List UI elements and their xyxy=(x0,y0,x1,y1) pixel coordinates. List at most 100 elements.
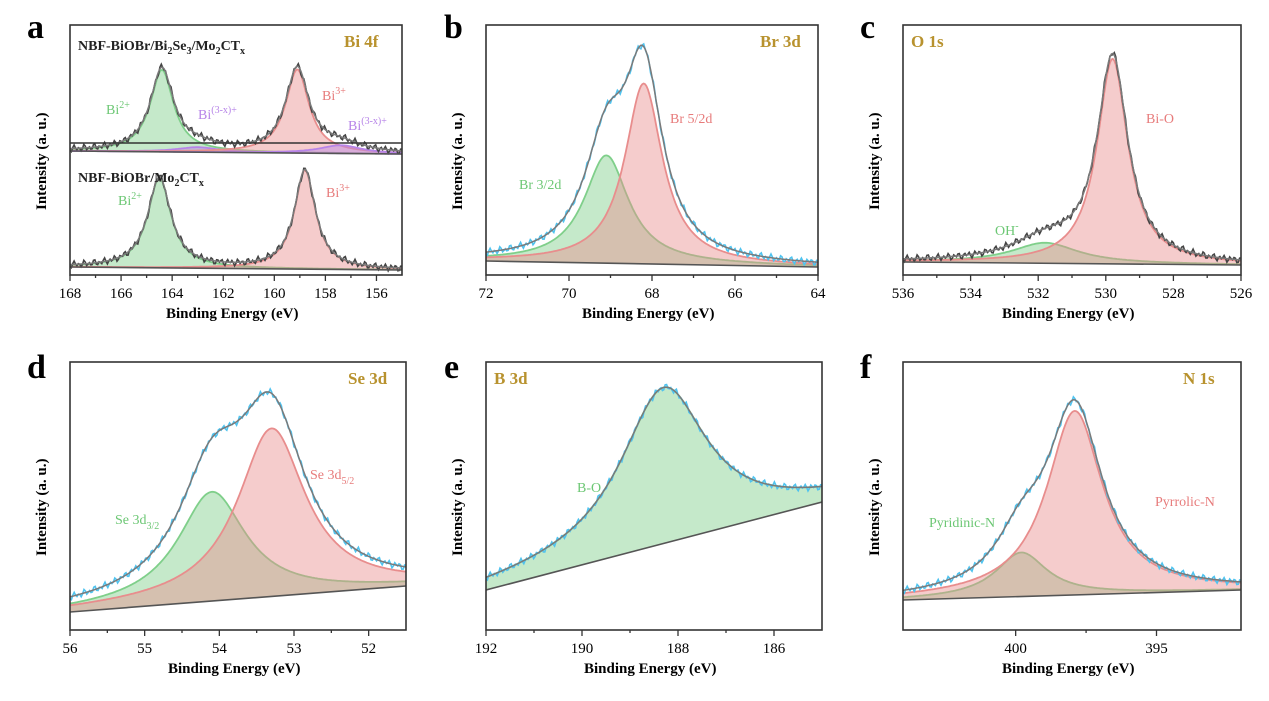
x-tick-label-a-3: 162 xyxy=(212,286,235,302)
panel-letter-e: e xyxy=(444,349,459,386)
peak-line-f-0 xyxy=(903,551,1241,599)
sample1-s3: 2 xyxy=(216,46,221,57)
peak-label-a1-text: Bi xyxy=(106,103,119,118)
y-axis-label-e: Intensity (a. u.) xyxy=(450,458,466,556)
peak-label-c1-sup: - xyxy=(1015,221,1018,232)
axes-frame-a xyxy=(69,24,403,276)
panel-title-c: O 1s xyxy=(911,32,944,51)
peak-label-a1-sup: 2+ xyxy=(119,100,130,111)
x-tick-label-f-0: 400 xyxy=(1004,641,1027,657)
sample2-s1: 2 xyxy=(174,178,179,189)
sample1-s4: x xyxy=(240,46,245,57)
x-axis-label-b: Binding Energy (eV) xyxy=(582,306,715,322)
sample2-p1: NBF-BiOBr/Mo xyxy=(78,171,174,186)
peak-label-f2: Pyrrolic-N xyxy=(1155,495,1215,510)
plot-area xyxy=(903,395,1241,601)
x-tick-label-a-0: 168 xyxy=(59,286,82,302)
panel-title-d: Se 3d xyxy=(348,369,388,388)
baseline-b xyxy=(486,260,818,268)
x-tick-label-a-4: 160 xyxy=(263,286,286,302)
peak-label-a5-sup: 2+ xyxy=(131,191,142,202)
plot-area xyxy=(70,61,402,273)
peak-label-a5: Bi2+ xyxy=(118,191,142,209)
peak-label-d2: Se 3d5/2 xyxy=(310,468,354,487)
peak-label-c1: OH- xyxy=(995,221,1019,239)
x-tick-label-b-0: 72 xyxy=(479,286,494,302)
panel-c: c OH- Bi-O 536 534 532 530 528 526 Binding Energy… xyxy=(860,9,1253,322)
peak-label-a3: Bi3+ xyxy=(322,86,346,104)
x-tick-label-c-2: 532 xyxy=(1027,286,1050,302)
y-axis-label-b: Intensity (a. u.) xyxy=(450,112,466,210)
x-tick-label-b-4: 64 xyxy=(811,286,827,302)
peak-label-b2-text: Br 5/2d xyxy=(670,112,712,127)
x-tick-label-a-2: 164 xyxy=(161,286,184,302)
peak-label-e1-text: B-O xyxy=(577,481,601,496)
sample1-p3: /Mo xyxy=(190,39,215,54)
panel-letter-c: c xyxy=(860,9,875,46)
baseline-d xyxy=(70,585,406,613)
x-tick-label-a-1: 166 xyxy=(110,286,133,302)
panel-letter-b: b xyxy=(444,9,463,46)
peak-fill-f-1 xyxy=(903,410,1241,600)
sample1-p4: CT xyxy=(221,39,241,54)
peak-label-e1: B-O xyxy=(577,481,601,496)
peak-fill-a-3 xyxy=(70,145,402,154)
peak-label-f2-text: Pyrrolic-N xyxy=(1155,495,1215,510)
sample1-p1: NBF-BiOBr/Bi xyxy=(78,39,168,54)
peak-label-c1-text: OH xyxy=(995,224,1015,239)
x-tick-label-c-4: 528 xyxy=(1162,286,1185,302)
x-tick-label-c-1: 534 xyxy=(959,286,982,302)
peak-label-a5-text: Bi xyxy=(118,194,131,209)
panel-e: e B-O 192 190 188 186 Binding Energy (eV) Inten… xyxy=(444,349,823,677)
peak-label-d1-text: Se 3d xyxy=(115,513,147,528)
peak-label-a2-text: Bi xyxy=(198,108,211,123)
peak-label-a4-text: Bi xyxy=(348,119,361,134)
x-tick-label-b-3: 66 xyxy=(728,286,744,302)
peak-label-a1: Bi2+ xyxy=(106,100,130,118)
panel-a: aNBF-BiOBr/Bi2Se3/Mo2CTxNBF-BiOBr/Mo2CTx… xyxy=(27,9,403,322)
plot-area xyxy=(486,42,818,268)
peak-label-a4: Bi(3-x)+ xyxy=(348,116,387,134)
baseline-f xyxy=(903,589,1241,601)
x-axis-label-a: Binding Energy (eV) xyxy=(166,306,299,322)
sample2-p2: CT xyxy=(179,171,199,186)
x-tick-label-c-0: 536 xyxy=(892,286,915,302)
peak-label-a6-sup: 3+ xyxy=(339,183,350,194)
x-tick-label-e-1: 190 xyxy=(571,641,594,657)
peak-fill-b-1 xyxy=(486,83,818,267)
x-tick-label-d-0: 56 xyxy=(63,641,79,657)
x-tick-label-a-5: 158 xyxy=(314,286,337,302)
envelope-line-a xyxy=(70,168,402,269)
x-tick-label-a-6: 156 xyxy=(365,286,388,302)
peak-label-b1-text: Br 3/2d xyxy=(519,178,561,193)
panel-f: f Pyridinic-N Pyrrolic-N 400 395 Binding Ener… xyxy=(860,349,1242,677)
peak-label-a3-text: Bi xyxy=(322,89,335,104)
peak-fill-a-1 xyxy=(70,170,402,270)
peak-line-d-0 xyxy=(70,490,406,605)
baseline-a xyxy=(70,150,402,155)
x-tick-label-d-1: 55 xyxy=(137,641,152,657)
peak-label-d2-text: Se 3d xyxy=(310,468,342,483)
panel-letter-a: a xyxy=(27,9,44,46)
x-tick-label-d-3: 53 xyxy=(287,641,302,657)
peak-label-f1: Pyridinic-N xyxy=(929,516,995,531)
peak-label-b1: Br 3/2d xyxy=(519,178,561,193)
plot-area xyxy=(903,51,1241,266)
peak-label-d1-sub: 3/2 xyxy=(147,521,160,532)
y-axis-label-f: Intensity (a. u.) xyxy=(867,458,883,556)
peak-label-c2: Bi-O xyxy=(1146,112,1174,127)
peak-label-a6: Bi3+ xyxy=(326,183,350,201)
envelope-line-d xyxy=(70,391,406,598)
peak-label-f1-text: Pyridinic-N xyxy=(929,516,995,531)
x-tick-label-d-2: 54 xyxy=(212,641,228,657)
peak-fill-c-1 xyxy=(903,58,1241,266)
baseline-a xyxy=(70,266,402,271)
peak-label-a4-sup: (3-x)+ xyxy=(361,116,387,127)
peak-fill-b-0 xyxy=(486,155,818,267)
axes-frame-e xyxy=(485,361,823,631)
peak-line-b-1 xyxy=(486,82,818,265)
plot-area xyxy=(70,387,406,613)
envelope-line-b xyxy=(486,44,818,263)
